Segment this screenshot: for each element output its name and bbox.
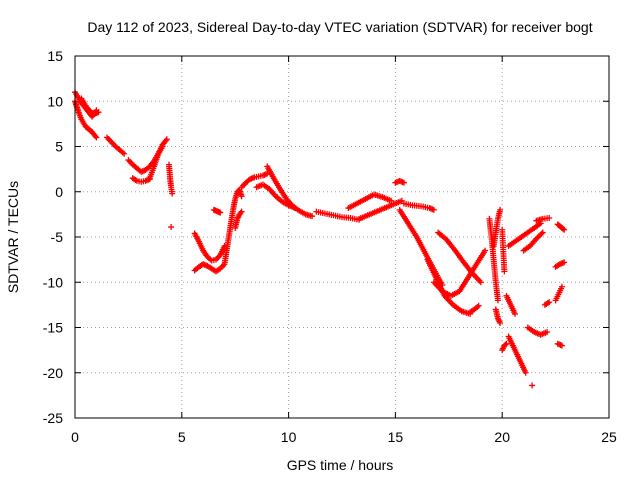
data-point-series-arc-33	[503, 292, 519, 317]
x-tick-label: 0	[71, 429, 79, 445]
data-point-series-arc-08	[165, 161, 176, 197]
data-point-series-arc-13	[221, 186, 245, 268]
y-tick-label: 15	[47, 48, 63, 64]
data-point-series-arc-28	[486, 215, 501, 304]
y-tick-label: -10	[43, 274, 63, 290]
data-point-series-arc-34	[505, 220, 544, 250]
x-tick-label: 10	[281, 429, 297, 445]
data-point-series-arc-18	[313, 208, 363, 223]
chart-title: Day 112 of 2023, Sidereal Day-to-day VTE…	[87, 19, 592, 35]
y-tick-label: -5	[51, 229, 64, 245]
axis-ticks: 0 5 10 15 20 25 15 10 5 0 -5 -10 -15 -20 -25	[43, 48, 617, 445]
y-axis-label: SDTVAR / TECUs	[5, 181, 21, 293]
y-tick-label: -15	[43, 320, 63, 336]
data-point-series-arc-17	[253, 181, 299, 212]
data-point-series-arc-29	[490, 206, 504, 250]
data-points	[72, 89, 568, 389]
y-tick-label: -25	[43, 410, 63, 426]
data-point-series-arc-26	[435, 229, 484, 286]
data-point-series-arc-14	[232, 208, 245, 231]
y-tick-label: 5	[55, 139, 63, 155]
data-point-series-arc-32	[505, 333, 529, 376]
data-point-series-arc-09	[168, 224, 175, 231]
data-point-series-arc-20	[356, 197, 405, 222]
data-point-series-arc-19	[345, 191, 395, 212]
data-point-series-arc-36	[533, 214, 553, 224]
x-tick-label: 5	[178, 429, 186, 445]
data-point-series-arc-44	[552, 283, 566, 304]
data-point-series-arc-04	[104, 134, 128, 157]
data-point-series-arc-39	[529, 382, 536, 389]
data-point-series-arc-15	[238, 170, 271, 191]
data-point-series-arc-07	[146, 136, 170, 182]
x-axis-label: GPS time / hours	[287, 457, 394, 473]
x-tick-label: 20	[494, 429, 510, 445]
data-point-series-arc-43	[554, 340, 566, 349]
data-point-series-arc-12	[210, 206, 224, 216]
data-point-series-arc-37	[524, 324, 551, 338]
x-tick-label: 25	[601, 429, 617, 445]
data-point-series-arc-27	[467, 302, 482, 316]
data-point-series-arc-06	[129, 175, 153, 185]
data-point-series-arc-10	[191, 230, 228, 264]
data-point-series-arc-42	[552, 259, 568, 270]
data-point-series-arc-11	[191, 261, 228, 275]
data-point-series-arc-35	[520, 229, 546, 254]
data-point-series-arc-03	[78, 95, 102, 117]
y-tick-label: 10	[47, 93, 63, 109]
y-tick-label: -20	[43, 365, 63, 381]
data-point-series-arc-30	[492, 306, 504, 326]
data-point-series-arc-31	[499, 340, 510, 354]
plot-frame	[74, 55, 610, 419]
data-point-series-arc-22	[400, 200, 437, 213]
data-point-series-arc-38	[499, 226, 508, 275]
y-tick-label: 0	[55, 184, 63, 200]
x-tick-label: 15	[388, 429, 404, 445]
data-point-series-arc-40	[541, 299, 553, 308]
data-point-series-arc-21	[392, 177, 407, 186]
data-point-series-arc-41	[554, 221, 568, 233]
